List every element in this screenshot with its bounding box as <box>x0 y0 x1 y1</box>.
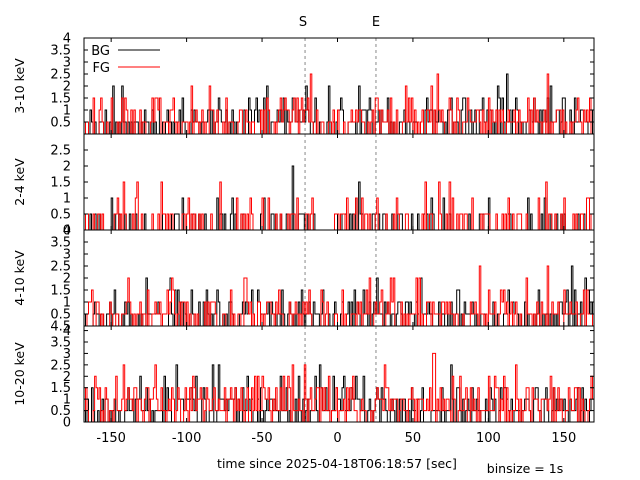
y-tick-label: 0.5 <box>50 404 71 419</box>
y-tick-label: 0.5 <box>50 308 71 323</box>
y-tick-label: 0.5 <box>50 116 71 131</box>
y-axis-label: 4-10 keV <box>12 250 27 306</box>
y-tick-label: 4 <box>63 32 71 47</box>
panel-3: 0.511.522.533.54 4-10 keV <box>12 224 595 327</box>
legend: BG FG <box>91 44 160 76</box>
series-fg <box>84 265 594 327</box>
marker-end-label: E <box>372 15 380 30</box>
x-axis-label: time since 2025-04-18T06:18:57 [sec] <box>217 456 457 471</box>
y-tick-label: 2 <box>63 80 71 95</box>
y-tick-label: 2.5 <box>50 144 71 159</box>
y-tick-label: 2 <box>63 370 71 385</box>
y-tick-label: 3.5 <box>50 44 71 59</box>
y-tick-label: 2 <box>63 272 71 287</box>
panel-2: 00.511.522.5 2-4 keV <box>12 133 595 239</box>
y-tick-label: 1 <box>63 104 71 119</box>
x-tick-label: 50 <box>405 431 422 446</box>
x-tick-label: 100 <box>476 431 501 446</box>
y-tick-label: 4 <box>63 224 71 239</box>
x-tick-label: 0 <box>333 431 341 446</box>
y-tick-label: 3.5 <box>50 336 71 351</box>
y-axis-label: 3-10 keV <box>12 58 27 114</box>
y-tick-label: 0 <box>63 416 71 431</box>
panels-layer: 0.511.522.533.543-10 keV00.511.522.52-4 … <box>12 32 595 446</box>
panel-4: 00.511.522.533.544.5 10-20 keV <box>12 320 595 431</box>
y-tick-label: 1 <box>63 393 71 408</box>
series-fg <box>84 73 594 135</box>
legend-label-fg: FG <box>92 61 110 76</box>
y-tick-label: 3 <box>63 56 71 71</box>
y-tick-label: 2 <box>63 160 71 175</box>
y-tick-label: 1.5 <box>50 176 71 191</box>
x-tick-label: -100 <box>172 431 202 446</box>
x-tick-label: -150 <box>96 431 126 446</box>
marker-start-label: S <box>299 15 307 30</box>
y-tick-label: 0 <box>63 224 71 239</box>
y-tick-label: 1.5 <box>50 284 71 299</box>
y-axis-label: 10-20 keV <box>12 342 27 406</box>
y-tick-label: 3.5 <box>50 236 71 251</box>
binsize-label: binsize = 1s <box>487 461 563 476</box>
y-tick-label: 1 <box>63 192 71 207</box>
y-tick-label: 2.5 <box>50 358 71 373</box>
series-fg <box>84 352 594 423</box>
y-axis-label: 2-4 keV <box>12 158 27 206</box>
y-tick-label: 4 <box>63 324 71 339</box>
y-tick-label: 1.5 <box>50 381 71 396</box>
labels-layer: S E time since 2025-04-18T06:18:57 [sec]… <box>217 15 563 476</box>
y-tick-label: 0.5 <box>50 208 71 223</box>
panel-frame <box>83 325 595 423</box>
x-tick-label: -50 <box>251 431 272 446</box>
y-tick-label: 2.5 <box>50 68 71 83</box>
y-tick-label: 1.5 <box>50 92 71 107</box>
legend-label-bg: BG <box>91 44 110 59</box>
x-tick-label: 150 <box>551 431 576 446</box>
y-tick-label: 1 <box>63 296 71 311</box>
y-tick-label: 3 <box>63 347 71 362</box>
series-fg <box>84 181 594 231</box>
y-tick-label: 3 <box>63 248 71 263</box>
y-tick-label: 4.5 <box>50 320 71 335</box>
y-tick-label: 2.5 <box>50 260 71 275</box>
